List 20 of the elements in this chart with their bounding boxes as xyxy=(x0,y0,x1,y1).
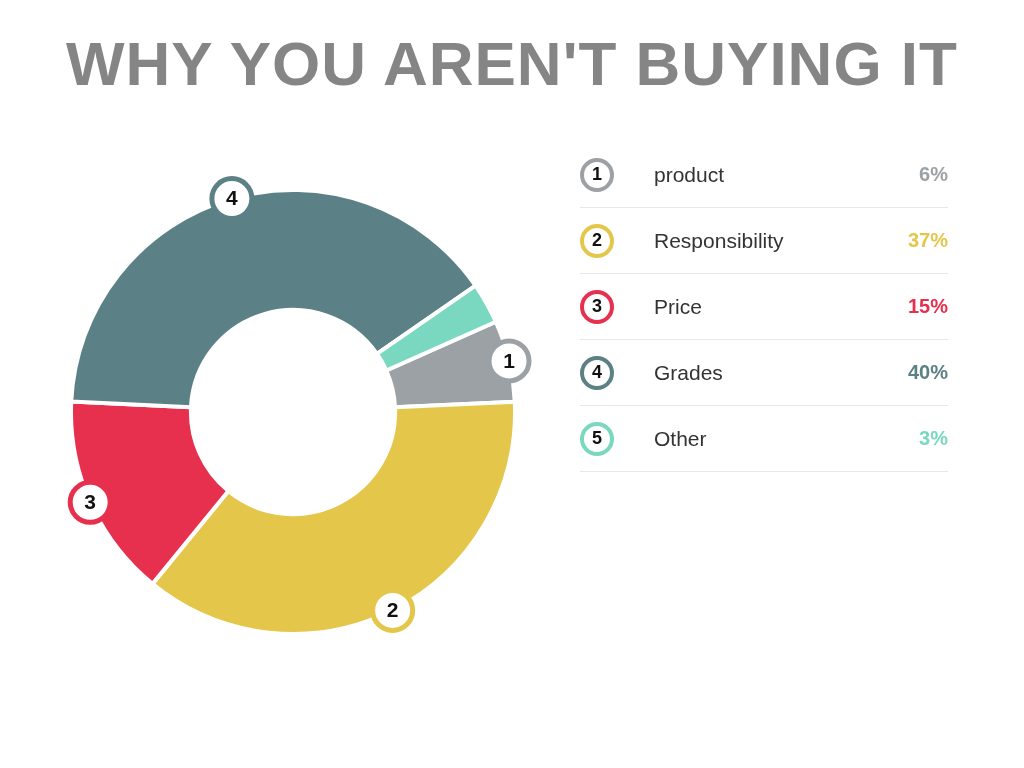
data-label: 15% xyxy=(907,295,948,318)
data-label: 6% xyxy=(919,163,948,186)
text: 4 xyxy=(226,186,239,210)
text: 1 xyxy=(503,348,516,372)
legend-label: product xyxy=(654,162,726,187)
text: 3 xyxy=(591,296,602,316)
text: 1 xyxy=(591,164,602,184)
text: 3 xyxy=(84,490,97,514)
legend-label: Grades xyxy=(654,360,724,385)
data-label: 40% xyxy=(907,361,948,384)
data-label: 37% xyxy=(907,229,948,252)
text: 5 xyxy=(580,421,614,456)
legend-label: Responsibility xyxy=(654,228,785,253)
legend-label: Other xyxy=(654,426,708,451)
chart-title: WHY YOU AREN'T BUYING IT xyxy=(65,28,959,99)
data-label: 3% xyxy=(919,427,948,450)
text: 2 xyxy=(591,230,602,250)
text: 2 xyxy=(386,598,399,622)
text: 4 xyxy=(591,362,602,382)
legend-label: Price xyxy=(654,294,703,319)
